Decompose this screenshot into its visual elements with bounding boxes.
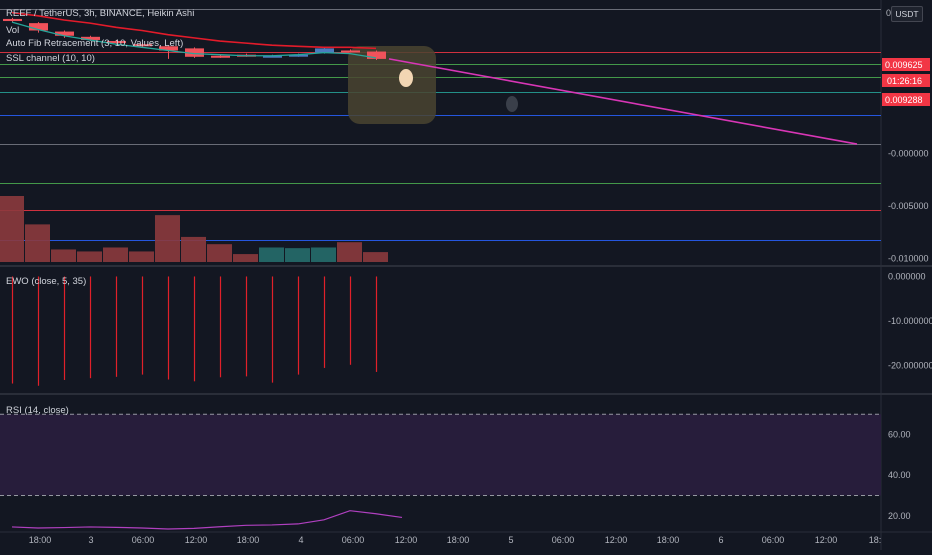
candle-body bbox=[367, 51, 386, 59]
last-price-text: 0.009625 bbox=[885, 60, 923, 70]
volume-bar bbox=[311, 247, 336, 262]
volume-bar bbox=[285, 248, 310, 262]
time-tick-label: 12:00 bbox=[605, 535, 628, 545]
corner-zero: 0 bbox=[886, 8, 892, 18]
candle-body bbox=[29, 23, 48, 31]
ewo-tick-label: -10.000000 bbox=[888, 316, 932, 326]
time-tick-label: 12:00 bbox=[395, 535, 418, 545]
volume-bar bbox=[181, 236, 206, 262]
volume-bar bbox=[0, 196, 24, 262]
time-tick-label: 6 bbox=[718, 535, 723, 545]
time-tick-label: 18:00 bbox=[29, 535, 52, 545]
currency-button[interactable]: USDT bbox=[891, 6, 923, 22]
ssl-price-tag bbox=[882, 93, 930, 106]
volume-bar bbox=[233, 254, 258, 262]
legend-rsi[interactable]: RSI (14, close) bbox=[6, 405, 69, 416]
volume-bar bbox=[103, 247, 128, 262]
rsi-tick-label: 20.00 bbox=[888, 511, 911, 521]
candle-body bbox=[341, 50, 360, 53]
volume-bar bbox=[337, 242, 362, 262]
ssl-up-line bbox=[11, 21, 377, 59]
legend-vol[interactable]: Vol bbox=[6, 25, 20, 36]
time-tick-label: 12:00 bbox=[185, 535, 208, 545]
volume-bar bbox=[25, 224, 50, 262]
legend-ewo[interactable]: EWO (close, 5, 35) bbox=[6, 276, 87, 287]
ssl-price-text: 0.009288 bbox=[885, 95, 923, 105]
volume-bar bbox=[207, 244, 232, 262]
chart-title: REEF / TetherUS, 3h, BINANCE, Heikin Ash… bbox=[6, 8, 195, 19]
volume-bar bbox=[259, 247, 284, 262]
time-tick-label: 06:00 bbox=[342, 535, 365, 545]
time-tick-label: 5 bbox=[508, 535, 513, 545]
ssl-down-line bbox=[11, 11, 377, 50]
candle-body bbox=[263, 55, 282, 58]
candle-body bbox=[185, 48, 204, 57]
candle-body bbox=[55, 31, 74, 36]
ewo-tick-label: -20.000000 bbox=[888, 361, 932, 371]
cursor-mark bbox=[506, 96, 518, 112]
volume-bar bbox=[363, 252, 388, 262]
time-tick-label: 18:00 bbox=[447, 535, 470, 545]
time-tick-label: 06:00 bbox=[762, 535, 785, 545]
trendline bbox=[388, 58, 858, 145]
time-tick-label: 18:00 bbox=[237, 535, 260, 545]
time-tick-label: 06:00 bbox=[132, 535, 155, 545]
candle-body bbox=[107, 41, 126, 44]
rsi-tick-label: 60.00 bbox=[888, 430, 911, 440]
volume-bar bbox=[77, 251, 102, 262]
candle-body bbox=[3, 18, 22, 22]
candle-body bbox=[315, 48, 334, 53]
candle-body bbox=[289, 54, 308, 57]
time-tick-label: 3 bbox=[88, 535, 93, 545]
time-tick-label: 18: bbox=[869, 535, 882, 545]
volume-bar bbox=[51, 249, 76, 262]
volume-bar bbox=[129, 251, 154, 262]
time-tick-label: 12:00 bbox=[815, 535, 838, 545]
candle-body bbox=[211, 55, 230, 58]
legend-ssl[interactable]: SSL channel (10, 10) bbox=[6, 53, 95, 64]
last-price-tag bbox=[882, 58, 930, 71]
rsi-band bbox=[0, 414, 881, 496]
price-tick-label: -0.005000 bbox=[888, 201, 929, 211]
rsi-line bbox=[11, 510, 403, 530]
trendline-handle bbox=[399, 69, 413, 87]
time-tick-label: 06:00 bbox=[552, 535, 575, 545]
price-tick-label: -0.010000 bbox=[888, 254, 929, 264]
rsi-tick-label: 40.00 bbox=[888, 470, 911, 480]
candle-body bbox=[159, 46, 178, 51]
ewo-tick-label: 0.000000 bbox=[888, 271, 926, 281]
candle-body bbox=[81, 36, 100, 40]
candle-body bbox=[133, 44, 152, 47]
countdown-text: 01:26:16 bbox=[887, 76, 922, 86]
price-tick-label: -0.000000 bbox=[888, 149, 929, 159]
countdown-tag bbox=[882, 74, 930, 87]
time-tick-label: 4 bbox=[298, 535, 303, 545]
highlight-box bbox=[348, 46, 436, 124]
time-tick-label: 18:00 bbox=[657, 535, 680, 545]
legend-fib[interactable]: Auto Fib Retracement (3, 10, Values, Lef… bbox=[6, 38, 184, 49]
volume-bar bbox=[155, 215, 180, 262]
